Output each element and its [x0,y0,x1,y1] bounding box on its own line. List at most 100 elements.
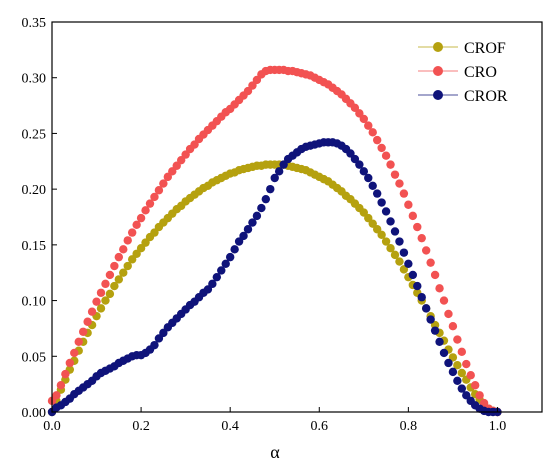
data-point-cro [417,233,426,243]
data-point-cro [114,252,124,262]
data-point-cror [413,281,422,291]
x-tick-label: 0.8 [400,419,418,434]
data-point-cro [92,297,101,306]
data-point-cror [435,337,444,346]
plot-frame [51,21,543,413]
legend-label: CROF [464,40,506,57]
data-point-cror [252,211,262,221]
data-point-cror [364,173,373,183]
legend-label: CRO [464,64,497,81]
data-point-cro [470,381,480,390]
data-point-cror [426,315,435,324]
data-point-cror [399,248,409,257]
data-point-cror [368,181,377,190]
data-point-crof [96,304,106,313]
y-tick-label: 0.35 [22,16,47,31]
x-tick-label: 0.6 [311,419,329,434]
y-tick-label: 0.20 [22,183,47,198]
data-point-cro [159,179,168,188]
series-layer [47,65,502,417]
data-point-cror [408,270,418,280]
data-point-crof [395,257,404,266]
data-point-cror [359,167,369,176]
data-point-cror [453,376,462,385]
data-point-cro [457,347,467,357]
data-point-cro [462,359,471,369]
data-point-cro [421,246,431,255]
data-point-cro [65,358,75,368]
data-point-cror [381,207,391,216]
data-point-cro [145,199,155,208]
data-point-cro [395,179,404,188]
data-point-crof [457,368,467,378]
data-point-cror [439,348,449,358]
data-point-cro [359,114,369,124]
data-point-cro [408,211,418,221]
series-cro [47,65,502,417]
x-tick-label: 0.0 [43,419,61,434]
y-tick-label: 0.10 [22,295,47,310]
data-point-crof [110,281,119,291]
data-point-cro [83,317,92,326]
data-point-cro [56,381,66,390]
data-point-crof [114,275,124,284]
data-point-cror [248,218,257,227]
data-point-cro [381,151,391,160]
data-point-cro [377,143,386,153]
data-point-cror [221,259,230,268]
data-point-cror [421,304,431,313]
data-point-cro [386,160,395,169]
y-tick-label: 0.05 [22,350,47,365]
data-point-cror [274,167,284,176]
data-point-crof [386,244,395,253]
data-point-cro [136,213,146,223]
data-point-cror [430,326,440,335]
data-point-cro [96,288,106,297]
data-point-cro [435,284,444,293]
data-point-cro [141,206,150,215]
data-point-cror [150,340,159,350]
data-point-cro [368,128,377,137]
data-point-cro [413,222,422,232]
data-point-cror [372,189,382,198]
data-point-cror [266,184,275,194]
x-axis-title: α [270,442,280,462]
data-point-cror [257,203,266,213]
data-point-cror [243,225,253,234]
data-point-cro [154,186,164,195]
legend-marker [433,42,443,52]
data-point-cro [74,337,83,346]
data-point-cror [444,358,453,368]
data-point-crof [377,230,386,240]
data-point-cro [475,391,484,400]
data-point-cror [217,266,226,275]
x-tick-label: 1.0 [489,419,507,434]
data-point-cro [466,371,475,380]
data-point-cro [439,296,449,305]
data-point-cro [444,309,453,319]
data-point-cror [270,173,279,183]
y-tick-label: 0.00 [22,406,47,421]
legend-label: CROR [464,88,508,105]
x-tick-label: 0.2 [132,419,150,434]
data-point-crof [123,261,132,271]
data-point-cro [87,307,97,316]
data-point-cro [110,261,119,271]
data-point-cro [390,170,400,179]
data-point-crof [381,237,391,246]
data-point-cror [355,160,364,169]
data-point-cror [395,237,404,246]
data-point-cror [448,367,458,377]
data-point-cror [390,227,400,236]
data-point-cror [261,194,271,204]
legend-marker [433,66,443,76]
data-point-crof [101,296,110,305]
data-point-cror [225,252,235,262]
data-point-crof [119,268,128,277]
data-point-cror [239,231,248,241]
y-tick-label: 0.30 [22,72,47,87]
data-point-cro [430,270,440,280]
data-point-cro [453,335,462,344]
data-point-cro [52,391,61,400]
